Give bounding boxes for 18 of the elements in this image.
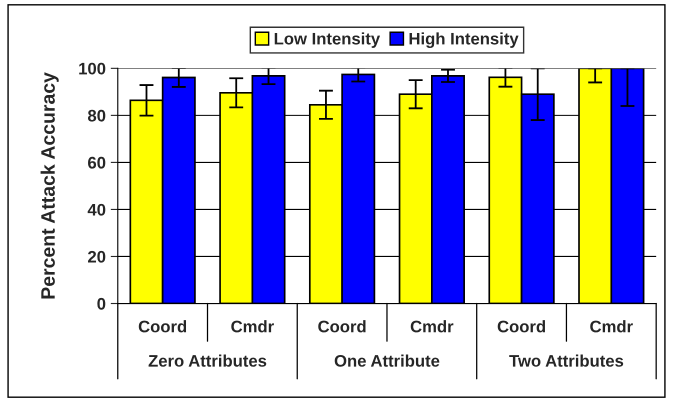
- text: Zero Attributes: [148, 354, 266, 367]
- x-tick-label: Cmdr: [590, 320, 633, 332]
- y-tick-label: 0: [97, 298, 106, 310]
- y-tick-label: 40: [88, 204, 106, 216]
- x-tick-label: Coord: [318, 320, 366, 332]
- legend-label: High Intensity: [410, 32, 519, 48]
- text: One Attribute: [334, 354, 440, 367]
- y-tick-label: 60: [88, 156, 106, 169]
- x-tick-label: Cmdr: [410, 320, 454, 332]
- y-tick-label: 100: [79, 62, 106, 75]
- y-axis-title: Percent Attack Accuracy: [40, 72, 59, 298]
- x-tick-label: Coord: [498, 320, 546, 332]
- text: Two Attributes: [509, 354, 624, 367]
- x-tick-label: Coord: [138, 320, 186, 332]
- x-tick-label: Cmdr: [231, 320, 274, 332]
- legend-label: Low Intensity: [274, 32, 380, 48]
- y-tick-label: 80: [88, 110, 106, 122]
- y-tick-label: 20: [88, 250, 106, 263]
